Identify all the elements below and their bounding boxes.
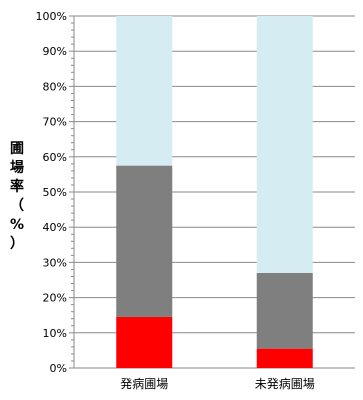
y-tick-label: 70% [43,116,67,129]
y-axis-label-char: 圃 [10,141,24,157]
x-tick-label: 未発病圃場 [255,376,315,391]
y-tick-label: 40% [43,221,67,234]
y-tick-label: 30% [43,256,67,269]
y-tick-label: 50% [43,186,67,199]
y-tick-label: 10% [43,327,67,340]
bar-segment [256,16,313,273]
y-tick-label: 80% [43,80,67,93]
bar-segment [256,348,313,368]
y-axis-label-char: % [9,217,25,233]
y-tick-label: 20% [43,292,67,305]
y-axis-label: 圃場率 （% ） [4,140,30,254]
bar-segment [116,316,173,368]
bar-segment [116,165,173,317]
y-tick-label: 100% [36,10,67,23]
y-tick-label: 60% [43,151,67,164]
x-tick-label: 発病圃場 [120,376,168,391]
y-axis-label-char: 率 [10,179,24,195]
y-tick-label: 90% [43,45,67,58]
bar-segment [116,16,173,166]
y-axis-label-char: 場 [10,160,24,176]
y-tick-label: 0% [50,362,67,375]
y-axis-label-char: ） [10,236,24,252]
y-axis-label-char: （ [10,198,24,214]
bar-segment [256,272,313,349]
